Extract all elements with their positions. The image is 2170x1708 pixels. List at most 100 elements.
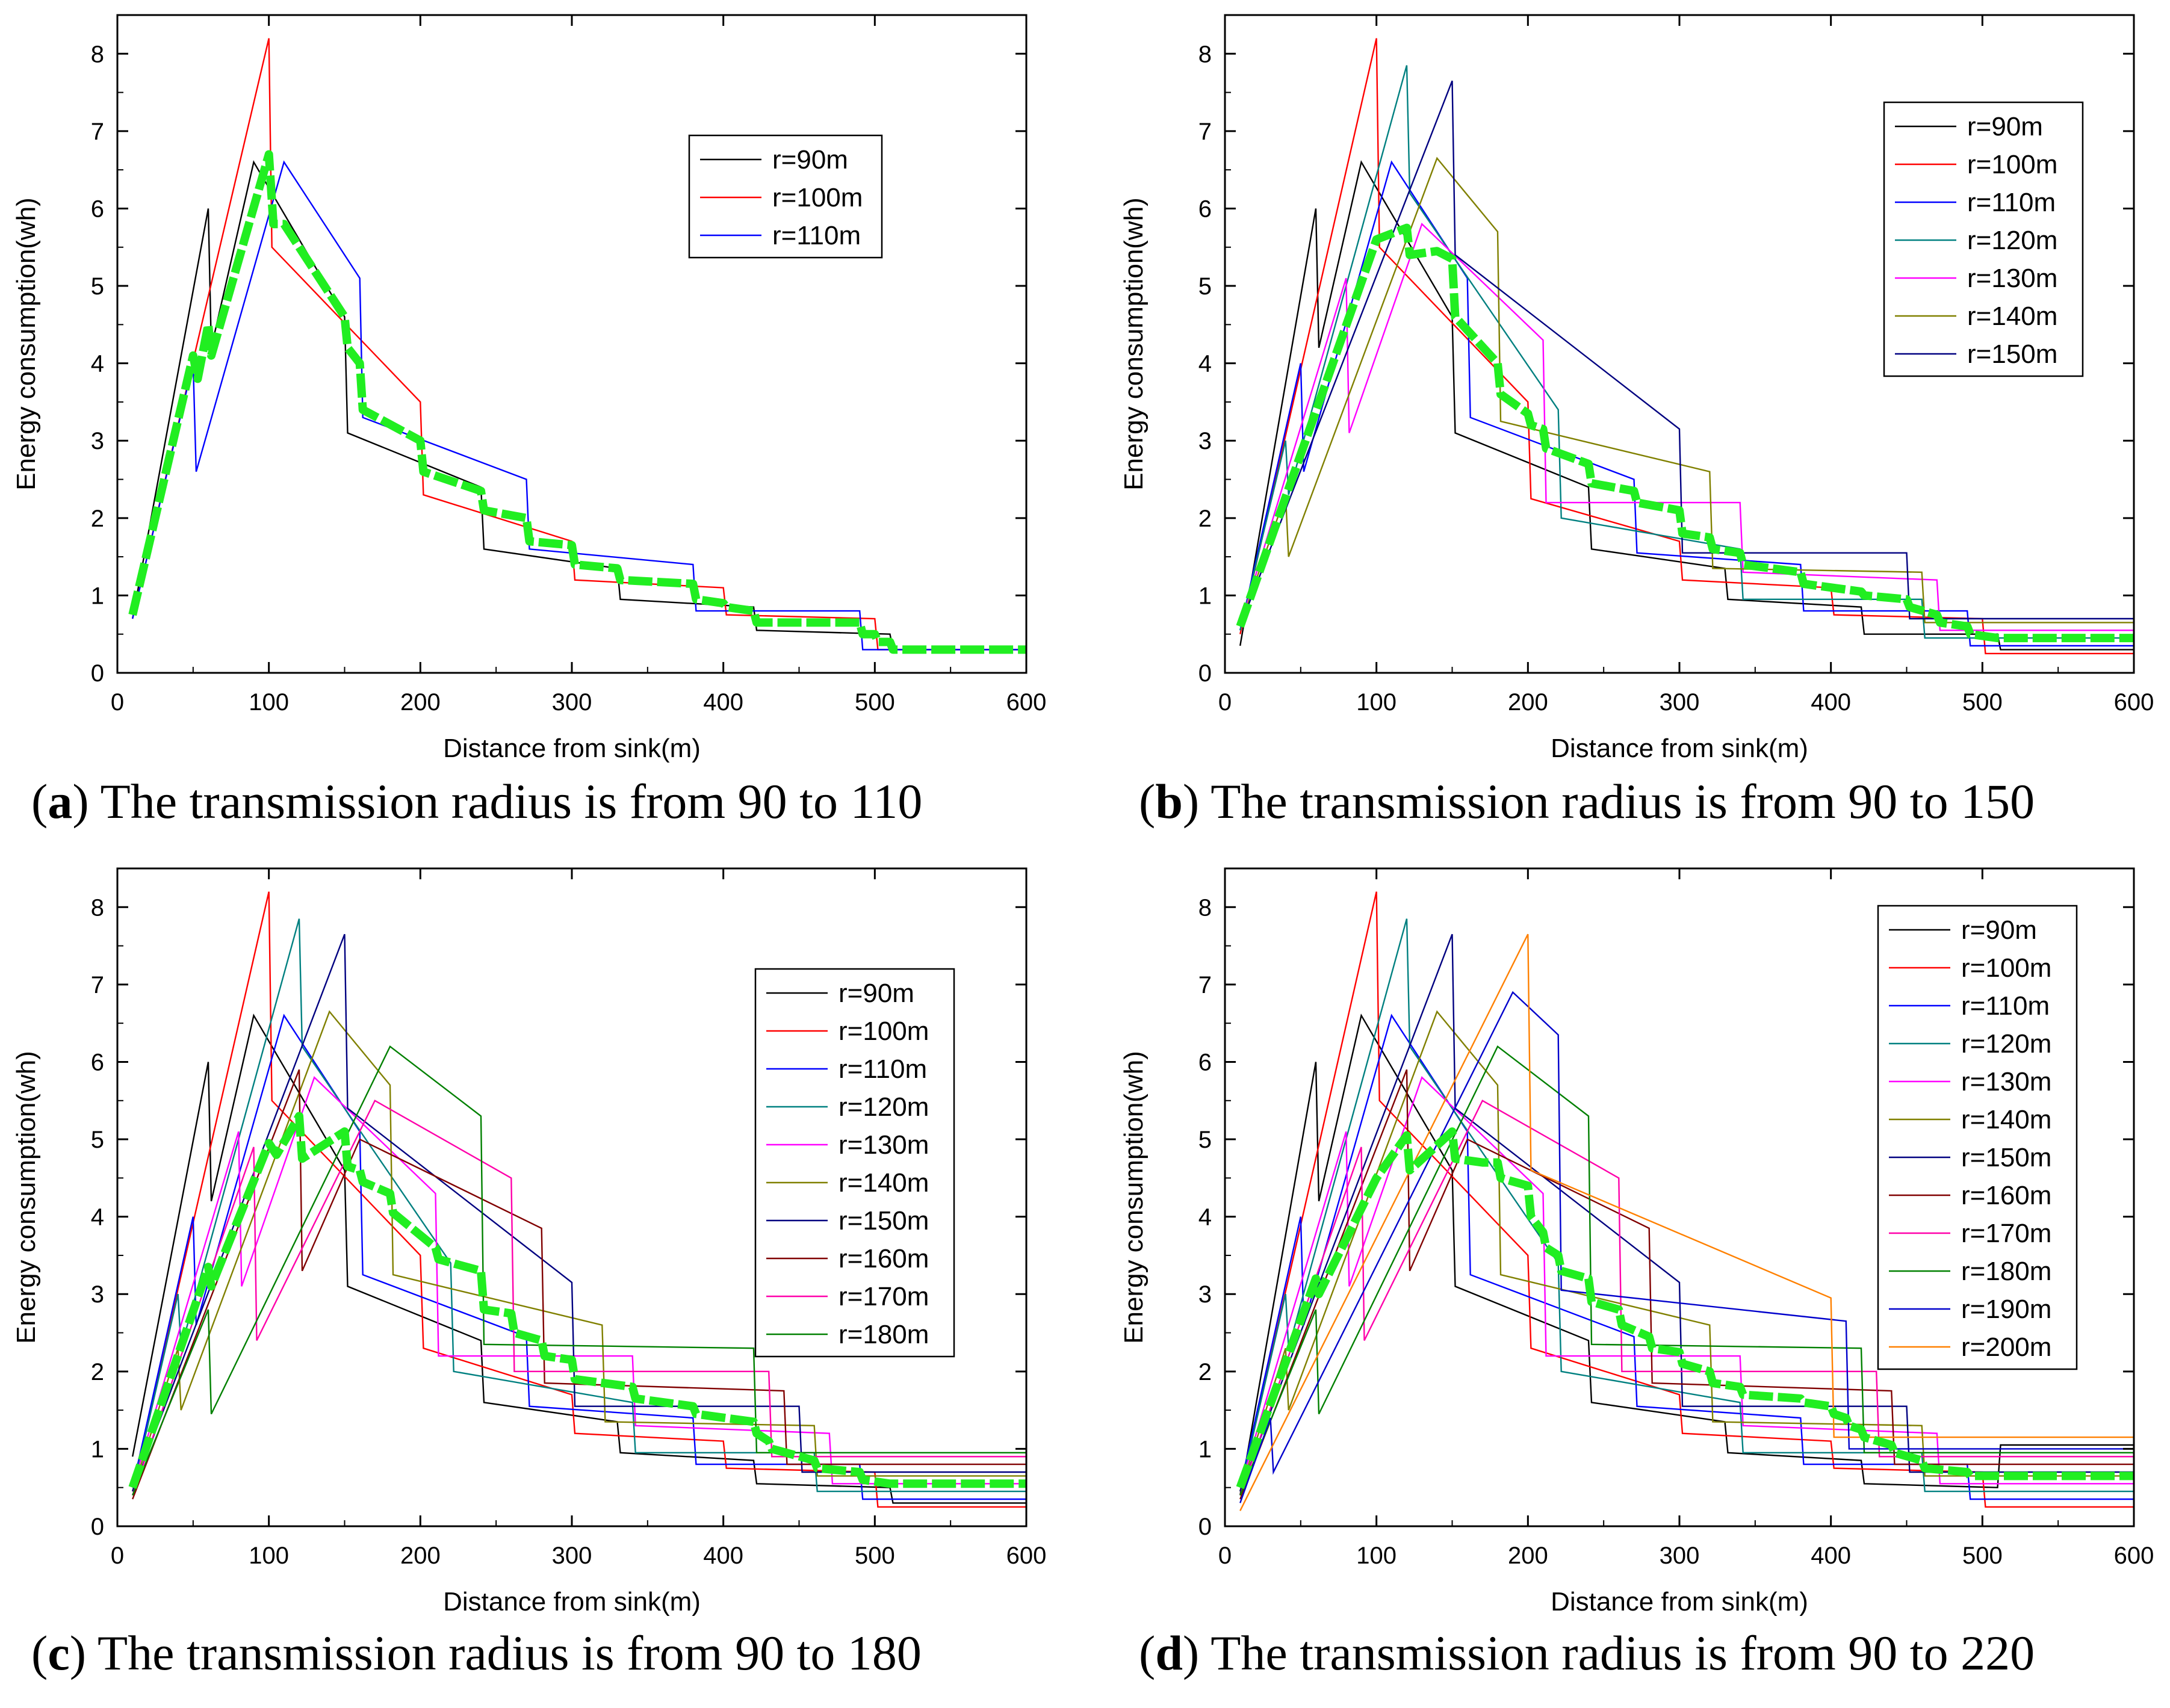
chart-panel-a: 0 100 200 300 400 500 600 0 1 2 3 4 5 6 7 8 Distance fro…: [0, 0, 1062, 770]
x-tick-label: 500: [1962, 689, 2003, 716]
legend-label: r=110m: [1961, 991, 2050, 1021]
x-tick-label: 200: [400, 689, 441, 716]
chart-svg: 0 100 200 300 400 500 600 0 1 2 3 4 5 6 7 8 Distance fro…: [1119, 14, 2154, 763]
legend-label: r=170m: [1961, 1219, 2051, 1248]
y-tick-label: 1: [1198, 1436, 1212, 1462]
legend-label: r=130m: [1967, 264, 2057, 293]
legend-label: r=100m: [1967, 150, 2057, 179]
legend-label: r=150m: [1967, 339, 2057, 369]
legend-box: [688, 134, 883, 259]
legend: r=90m r=100m r=110m r=120m r=130m r=140m r=150…: [754, 968, 955, 1358]
legend-label: r=170m: [839, 1282, 929, 1311]
y-tick-label: 3: [91, 1281, 104, 1308]
x-tick-label: 600: [1006, 1542, 1047, 1569]
y-tick-label: 1: [91, 1436, 104, 1462]
x-tick-label: 500: [855, 1542, 895, 1569]
y-tick-label: 8: [1198, 894, 1212, 921]
y-tick-label: 5: [91, 273, 104, 300]
caption-letter: d: [1155, 1626, 1183, 1680]
series-line-r=90m: [132, 1013, 1026, 1504]
legend-label: r=120m: [1967, 226, 2057, 255]
series-line-average: [1236, 1127, 2134, 1490]
y-tick-label: 7: [1198, 972, 1212, 998]
caption-b: (b) The transmission radius is from 90 t…: [1139, 774, 2035, 829]
series-line-r=110m: [1239, 160, 2134, 647]
y-tick-label: 2: [91, 506, 104, 532]
x-tick-label: 300: [1660, 1542, 1700, 1569]
x-tick-label: 100: [249, 1542, 289, 1569]
caption-a: (a) The transmission radius is from 90 t…: [31, 774, 923, 829]
x-tick-label: 0: [111, 689, 124, 716]
caption-letter: c: [48, 1626, 70, 1680]
y-axis-label: Energy consumption(wh): [1119, 1051, 1149, 1344]
legend-label: r=90m: [772, 145, 848, 175]
y-axis-label: Energy consumption(wh): [11, 1051, 41, 1344]
legend-label: r=140m: [1961, 1105, 2051, 1134]
legend-label: r=90m: [839, 979, 914, 1008]
legend-label: r=160m: [1961, 1181, 2051, 1210]
series-line-r=190m: [1239, 991, 2134, 1503]
y-tick-label: 0: [1198, 660, 1212, 687]
chart-svg: 0 100 200 300 400 500 600 0 1 2 3 4 5 6 7 8 Distance fro…: [1119, 867, 2154, 1617]
x-tick-label: 300: [552, 689, 592, 716]
legend-label: r=190m: [1961, 1295, 2051, 1324]
legend-label: r=140m: [1967, 302, 2057, 331]
series-line-r=130m: [132, 1076, 1026, 1488]
legend-label: r=130m: [839, 1130, 929, 1160]
y-tick-label: 3: [1198, 428, 1212, 454]
legend-label: r=160m: [839, 1244, 929, 1273]
y-tick-label: 4: [91, 1204, 104, 1231]
caption-letter: a: [48, 774, 73, 829]
legend-label: r=120m: [1961, 1029, 2051, 1059]
y-axis-label: Energy consumption(wh): [1119, 197, 1149, 490]
caption-letter: b: [1155, 774, 1183, 829]
legend-label: r=100m: [839, 1016, 929, 1046]
legend: r=90m r=100m r=110m r=120m r=130m r=140m r=150…: [1883, 101, 2084, 377]
caption-text: The transmission radius is from 90 to 11…: [100, 774, 923, 829]
caption-c: (c) The transmission radius is from 90 t…: [31, 1626, 922, 1680]
series-line-r=90m: [132, 160, 1026, 651]
y-tick-label: 5: [91, 1127, 104, 1153]
series-line-r=160m: [132, 1069, 1026, 1500]
y-tick-label: 4: [91, 351, 104, 377]
x-tick-label: 0: [1218, 1542, 1232, 1569]
x-tick-label: 600: [2114, 689, 2154, 716]
legend-label: r=150m: [839, 1206, 929, 1236]
legend-box: [1883, 101, 2084, 377]
legend-label: r=120m: [839, 1092, 929, 1122]
caption-text: The transmission radius is from 90 to 15…: [1211, 774, 2035, 829]
series-line-r=200m: [1239, 933, 2134, 1511]
series-line-r=170m: [132, 1100, 1026, 1496]
legend-label: r=110m: [1967, 188, 2056, 217]
series-line-average: [128, 150, 1026, 654]
x-axis-label: Distance from sink(m): [443, 1587, 701, 1617]
y-tick-label: 6: [91, 196, 104, 222]
y-tick-label: 7: [91, 119, 104, 145]
y-tick-label: 0: [91, 660, 104, 687]
legend-label: r=150m: [1961, 1143, 2051, 1172]
legend: r=90m r=100m r=110m r=120m r=130m r=140m r=150…: [1877, 905, 2078, 1370]
x-tick-label: 100: [1356, 1542, 1397, 1569]
series-line-r=110m: [132, 160, 1026, 651]
y-tick-label: 8: [91, 894, 104, 921]
y-tick-label: 6: [1198, 1049, 1212, 1075]
series-line-r=120m: [1239, 918, 2134, 1493]
y-tick-label: 6: [1198, 196, 1212, 222]
x-axis-label: Distance from sink(m): [1551, 734, 1808, 763]
series-line-r=180m: [1239, 1045, 2134, 1496]
series-line-r=100m: [132, 38, 1026, 651]
legend-label: r=110m: [772, 221, 861, 250]
x-tick-label: 500: [1962, 1542, 2003, 1569]
chart-panel-b: 0 100 200 300 400 500 600 0 1 2 3 4 5 6 7 8 Distance fro…: [1108, 0, 2170, 770]
y-tick-label: 8: [1198, 41, 1212, 67]
y-tick-label: 3: [91, 428, 104, 454]
chart-svg: 0 100 200 300 400 500 600 0 1 2 3 4 5 6 7 8 Distance fro…: [11, 14, 1046, 763]
chart-panel-d: 0 100 200 300 400 500 600 0 1 2 3 4 5 6 7 8 Distance fro…: [1108, 853, 2170, 1624]
x-tick-label: 500: [855, 689, 895, 716]
y-tick-label: 2: [1198, 506, 1212, 532]
y-axis-label: Energy consumption(wh): [11, 197, 41, 490]
series-line-r=100m: [1239, 38, 2134, 655]
x-tick-label: 300: [1660, 689, 1700, 716]
y-tick-label: 4: [1198, 1204, 1212, 1231]
series-line-average: [1236, 223, 2134, 643]
